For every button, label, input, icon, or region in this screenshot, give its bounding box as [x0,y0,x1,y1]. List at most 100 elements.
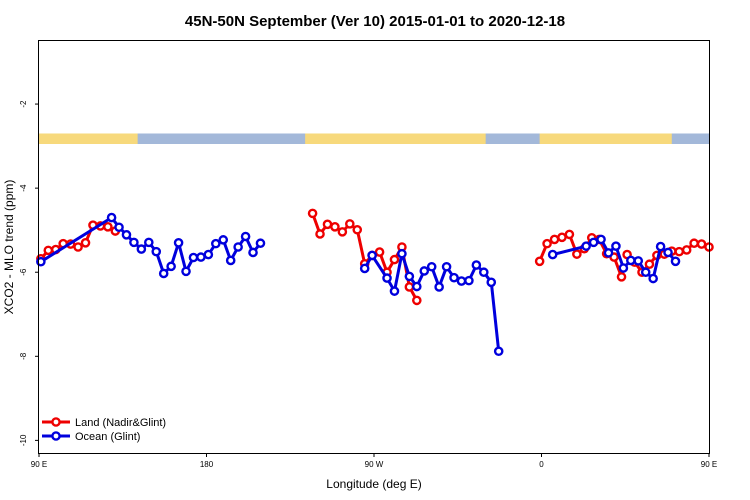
data-point [486,277,497,288]
land-band-segment [305,133,486,144]
data-point [106,212,117,223]
data-point [611,241,621,251]
data-point [188,252,199,263]
data-point [449,272,459,283]
data-point [655,241,666,252]
data-point [681,245,692,255]
data-point [648,273,658,284]
y-tick-label: -6 [19,268,28,276]
data-point [151,246,162,257]
data-point [404,282,415,292]
y-axis-label: XCO2 - MLO trend (ppm) [2,180,16,315]
data-point [121,230,132,240]
data-point [603,248,614,258]
data-point [404,271,415,282]
data-point [542,238,552,249]
data-point [129,237,139,248]
legend-entry-label: Land (Nadir&Glint) [75,417,166,429]
data-point [616,272,627,282]
data-point [534,256,545,267]
data-point [389,286,400,296]
series-ocean [36,212,681,357]
data-point [233,242,243,252]
data-point [689,238,699,249]
data-point [464,275,474,286]
data-point [255,238,266,249]
data-point [240,231,251,242]
data-point [80,237,91,248]
y-tick-label: -10 [19,434,28,446]
data-point [618,263,629,273]
data-point [670,256,681,267]
data-point [248,247,258,258]
data-point [315,229,325,239]
data-point [181,266,191,277]
data-point [674,246,685,257]
y-tick-label: -4 [19,184,28,192]
data-point [581,241,591,251]
data-point [426,261,437,272]
data-point [173,237,184,248]
data-point [345,219,355,229]
data-point [412,281,422,292]
data-point [374,247,385,257]
data-point [547,249,558,260]
data-point [337,227,348,237]
data-point [166,261,176,272]
legend-marker [51,417,61,427]
x-tick-label: 0 [539,460,544,469]
data-point [441,261,452,272]
series-layer [36,208,714,357]
land-band-segment [539,133,672,144]
x-tick-label: 90 E [701,460,717,469]
data-point [367,250,377,261]
x-axis-label: Longitude (deg E) [326,477,421,491]
data-point [218,235,229,245]
data-point [633,256,644,266]
surface-type-band [39,133,709,144]
y-tick-label: -2 [19,100,28,108]
data-point [397,248,407,259]
data-point [412,295,422,306]
data-point [572,249,582,259]
data-point [640,267,651,278]
data-point [359,263,370,274]
y-tick-label: -8 [19,352,28,360]
data-point [225,255,236,266]
data-point [382,273,392,283]
data-point [557,232,567,243]
data-point [626,255,636,266]
y-axis: -2 -4 -6 -8 -10 [19,100,39,446]
chart-title: 45N-50N September (Ver 10) 2015-01-01 to… [185,13,565,30]
data-point [196,252,206,262]
data-point [644,259,655,270]
data-point [114,222,124,233]
data-point [434,282,444,292]
data-point [479,267,489,278]
x-axis: 90 E 180 90 W 0 90 E [31,453,717,469]
data-point [564,229,575,240]
data-point [696,239,707,249]
data-point [43,245,54,256]
data-point [158,268,169,279]
series-line [40,216,262,275]
data-point [73,242,83,252]
legend: Land (Nadir&Glint) Ocean (Glint) [42,417,166,443]
data-point [596,234,606,245]
data-point [322,219,333,230]
legend-entry-label: Ocean (Glint) [75,431,140,443]
data-point [663,247,673,258]
data-point [144,237,154,248]
data-point [103,222,113,232]
land-band-segment [39,133,138,144]
data-point [330,222,340,232]
x-tick-label: 180 [200,460,214,469]
data-point [203,249,214,260]
data-point [419,266,430,276]
data-point [588,237,599,248]
data-point [493,346,504,357]
data-point [549,234,560,245]
x-tick-label: 90 W [365,460,384,469]
data-point [389,254,400,265]
